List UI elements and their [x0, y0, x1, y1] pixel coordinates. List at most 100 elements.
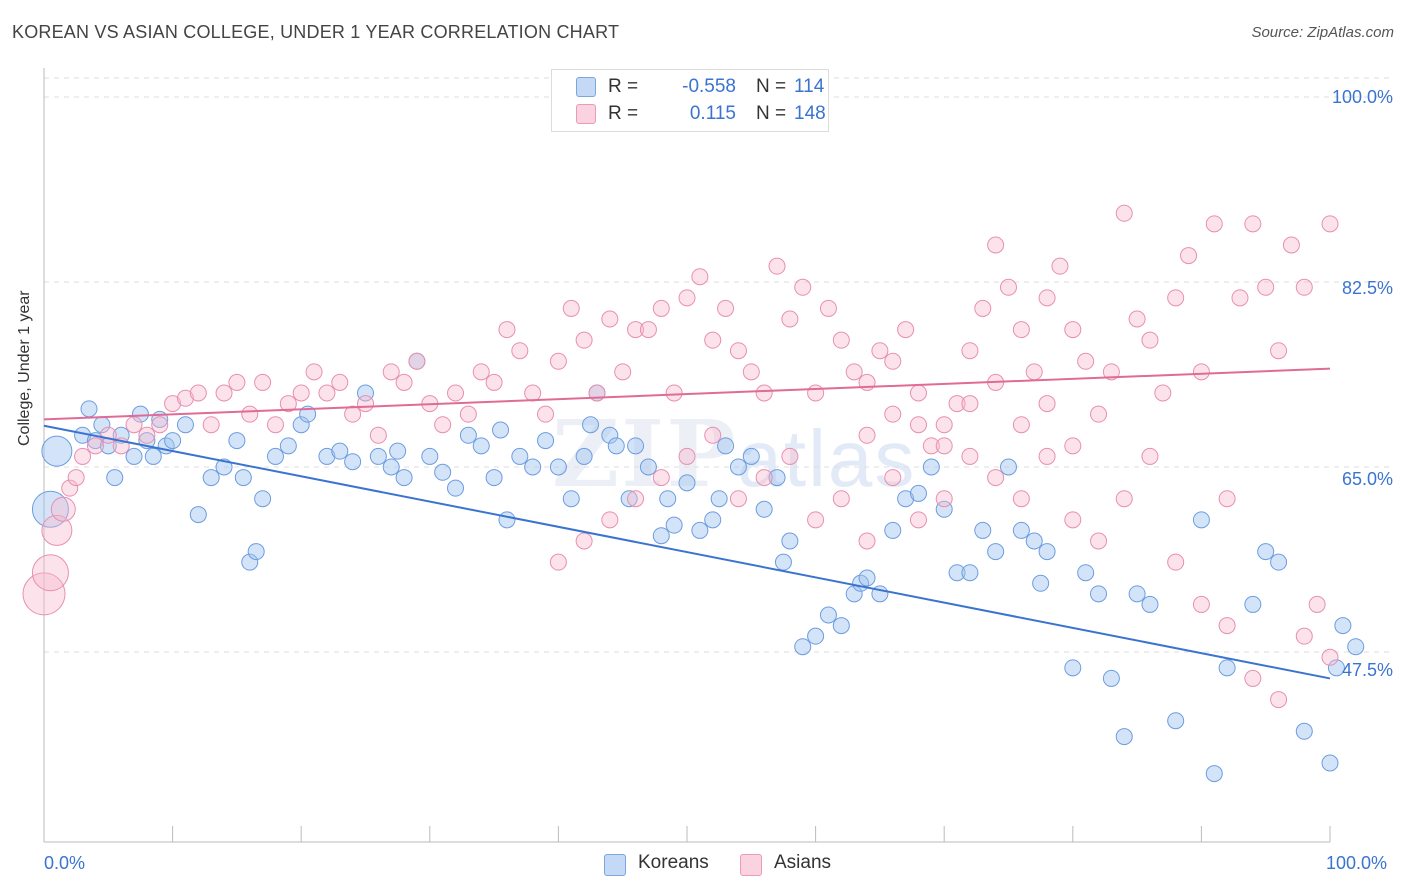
korean-point-108 — [1270, 553, 1288, 571]
korean-point-101 — [1141, 595, 1159, 613]
korean-point-30 — [331, 442, 349, 460]
korean-point-41 — [459, 426, 477, 444]
korean-point-45 — [498, 511, 516, 529]
korean-point-51 — [575, 447, 593, 465]
asians-trend-line — [43, 367, 1331, 421]
korean-point-33 — [369, 447, 387, 465]
asian-point-88 — [1128, 310, 1146, 328]
korean-point-73 — [794, 638, 812, 656]
asian-point-113 — [1090, 532, 1108, 550]
korean-point-113 — [1347, 638, 1365, 656]
korean-point-82 — [897, 490, 915, 508]
asian-point-126 — [627, 490, 645, 508]
asian-point-97 — [1244, 215, 1262, 233]
asian-point-134 — [832, 490, 850, 508]
koreans-swatch — [576, 77, 596, 97]
asian-point-82 — [1051, 257, 1069, 275]
korean-point-86 — [948, 564, 966, 582]
asian-point-48 — [614, 363, 632, 381]
korean-point-19 — [215, 458, 233, 476]
korean-point-40 — [447, 479, 465, 497]
y-tick-label-100: 100.0% — [1331, 87, 1393, 107]
korean-point-54 — [601, 426, 619, 444]
asian-point-139 — [961, 395, 979, 413]
asian-point-8 — [99, 426, 117, 444]
korean-point-106 — [1244, 595, 1262, 613]
korean-point-99 — [1115, 728, 1133, 746]
asian-point-11 — [138, 426, 156, 444]
asian-point-83 — [1064, 321, 1082, 339]
asian-point-94 — [1205, 215, 1223, 233]
korean-point-39 — [434, 463, 452, 481]
asian-point-114 — [1115, 490, 1133, 508]
asian-point-54 — [691, 268, 709, 286]
asian-point-130 — [729, 490, 747, 508]
asian-point-76 — [974, 299, 992, 317]
asian-point-79 — [1012, 321, 1030, 339]
stats-legend: R = -0.558 N = 114 R = 0.115 N = 148 — [551, 69, 829, 132]
asian-point-4 — [61, 479, 79, 497]
korean-point-26 — [279, 437, 297, 455]
asian-point-56 — [717, 299, 735, 317]
asian-point-44 — [562, 299, 580, 317]
asian-point-24 — [305, 363, 323, 381]
asian-point-109 — [987, 469, 1005, 487]
korean-point-0 — [41, 435, 73, 467]
watermark-atlas: atlas — [737, 414, 917, 503]
korean-point-7 — [106, 469, 124, 487]
asian-point-51 — [652, 299, 670, 317]
asian-point-135 — [858, 426, 876, 444]
asian-point-66 — [845, 363, 863, 381]
asian-point-136 — [884, 405, 902, 423]
asian-point-68 — [871, 342, 889, 360]
korean-point-62 — [678, 474, 696, 492]
asian-point-12 — [151, 416, 169, 434]
asian-point-85 — [1090, 405, 1108, 423]
korean-point-44 — [492, 421, 510, 439]
korean-point-42 — [472, 437, 490, 455]
korean-point-109 — [1295, 722, 1313, 740]
koreans-trend-line — [43, 424, 1331, 680]
korean-point-16 — [176, 416, 194, 434]
asian-point-98 — [1257, 278, 1275, 296]
asian-point-78 — [1000, 278, 1017, 296]
asian-point-31 — [395, 373, 413, 391]
korean-point-105 — [1218, 659, 1236, 677]
asian-point-17 — [215, 384, 233, 402]
source-label: Source: ZipAtlas.com — [1251, 24, 1394, 41]
korean-point-110 — [1321, 754, 1339, 772]
asian-point-73 — [935, 416, 953, 434]
asian-point-62 — [794, 278, 812, 296]
asian-point-0 — [22, 572, 66, 616]
korean-point-55 — [607, 437, 625, 455]
asian-point-108 — [961, 447, 979, 465]
bottom-koreans-label: Koreans — [638, 852, 709, 873]
asian-point-102 — [1308, 595, 1326, 613]
asian-point-122 — [1321, 648, 1339, 666]
asian-point-112 — [1064, 511, 1082, 529]
asian-point-42 — [537, 405, 555, 423]
korean-point-67 — [729, 458, 747, 476]
asian-point-47 — [601, 310, 619, 328]
asian-point-55 — [704, 331, 722, 349]
asian-point-40 — [511, 342, 529, 360]
korean-point-52 — [582, 416, 600, 434]
asian-point-15 — [189, 384, 207, 402]
asian-point-89 — [1141, 331, 1159, 349]
korean-point-97 — [1090, 585, 1108, 603]
asian-point-45 — [575, 331, 593, 349]
asian-point-93 — [1192, 363, 1210, 381]
asian-point-99 — [1270, 342, 1288, 360]
asian-point-58 — [742, 363, 760, 381]
korean-point-91 — [1012, 521, 1030, 539]
korean-point-49 — [549, 458, 567, 476]
korean-point-9 — [125, 447, 143, 465]
korean-point-90 — [1000, 458, 1017, 476]
korean-point-74 — [807, 627, 825, 645]
asian-point-13 — [164, 395, 182, 413]
korean-point-12 — [144, 447, 162, 465]
x-tick-label-max: 100.0% — [1326, 853, 1388, 873]
korean-point-96 — [1077, 564, 1095, 582]
korean-point-34 — [382, 458, 400, 476]
asian-point-115 — [1141, 447, 1159, 465]
